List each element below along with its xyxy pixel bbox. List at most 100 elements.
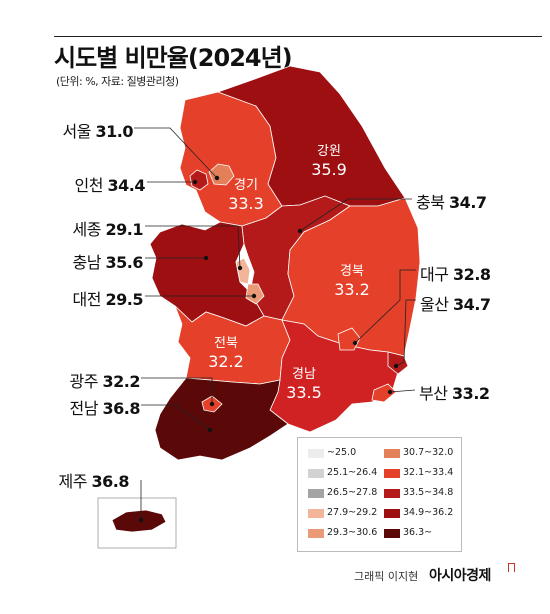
leader-ulsan xyxy=(395,299,416,367)
label-value-daegu: 32.8 xyxy=(453,265,491,284)
legend-swatch xyxy=(384,489,400,498)
label-value-jeonnam: 36.8 xyxy=(102,399,141,418)
label-value-busan: 33.2 xyxy=(452,384,490,403)
label-name-jeonnam: 전남 xyxy=(69,399,98,418)
leader-lines xyxy=(134,127,416,520)
leader-jeonnam xyxy=(141,404,211,431)
label-name-daegu: 대구 xyxy=(420,265,449,284)
dot-chungnam xyxy=(203,255,209,261)
leader-sejong xyxy=(145,225,241,269)
dot-jeju xyxy=(138,517,144,523)
dot-sejong xyxy=(237,265,243,271)
label-name-incheon: 인천 xyxy=(74,176,103,195)
label-name-sejong: 세종 xyxy=(72,220,101,239)
dot-jeonnam xyxy=(207,427,213,433)
dot-ulsan xyxy=(393,363,399,369)
callout-daejeon: 대전 29.5 xyxy=(72,286,143,310)
region-ulsan xyxy=(387,351,409,375)
label-value-seoul: 31.0 xyxy=(95,122,134,141)
prov-name-gyeongnam: 경남 xyxy=(292,367,316,382)
leader-busan xyxy=(389,389,416,393)
prov-name-gyeongbuk: 경북 xyxy=(340,264,364,279)
label-name-daejeon: 대전 xyxy=(72,290,101,309)
label-name-ulsan: 울산 xyxy=(420,295,449,314)
callout-jeju: 제주 36.8 xyxy=(58,468,129,492)
legend-swatch xyxy=(308,469,324,478)
region-jeju xyxy=(111,509,167,533)
callout-sejong: 세종 29.1 xyxy=(72,216,143,240)
dot-daejeon xyxy=(251,293,257,299)
legend-label: ~25.0 xyxy=(327,447,357,458)
legend-swatch xyxy=(308,489,324,498)
callout-ulsan: 울산 34.7 xyxy=(420,291,491,315)
prov-value-gyeonggi: 33.3 xyxy=(228,194,264,213)
graphic-credit: 그래픽 이지현 xyxy=(354,570,419,583)
label-name-busan: 부산 xyxy=(419,384,448,403)
callout-busan: 부산 33.2 xyxy=(419,380,490,404)
dot-daegu xyxy=(352,340,358,346)
region-jeonnam xyxy=(154,377,289,461)
legend-swatch xyxy=(384,509,400,518)
prov-label-gyeongbuk: 경북 33.2 xyxy=(320,264,384,300)
label-value-jeju: 36.8 xyxy=(91,472,130,491)
label-value-daejeon: 29.5 xyxy=(105,290,144,309)
region-busan xyxy=(371,383,397,403)
legend-swatch xyxy=(384,529,400,538)
legend-label: 26.5~27.8 xyxy=(327,487,378,498)
leader-dots xyxy=(138,175,399,523)
region-incheon xyxy=(189,169,209,191)
dot-seoul xyxy=(214,175,220,181)
prov-label-jeonbuk: 전북 32.2 xyxy=(194,336,258,372)
leader-seoul xyxy=(134,127,218,179)
region-seoul xyxy=(208,163,235,186)
label-name-seoul: 서울 xyxy=(62,122,91,141)
label-value-chungnam: 35.6 xyxy=(105,253,144,272)
title-rule xyxy=(54,36,542,37)
prov-label-gyeongnam: 경남 33.5 xyxy=(272,367,336,403)
callout-daegu: 대구 32.8 xyxy=(420,261,491,285)
label-name-chungnam: 충남 xyxy=(72,253,101,272)
callout-gwangju: 광주 32.2 xyxy=(69,368,140,392)
subtitle: (단위: %, 자료: 질병관리청) xyxy=(56,75,179,88)
prov-label-gangwon: 강원 35.9 xyxy=(297,144,361,180)
dot-incheon xyxy=(192,179,198,185)
prov-value-gyeongnam: 33.5 xyxy=(286,383,322,402)
leader-gwangju xyxy=(141,377,213,404)
label-value-chungbuk: 34.7 xyxy=(449,193,487,212)
prov-name-gyeonggi: 경기 xyxy=(234,178,258,193)
legend-label: 36.3~ xyxy=(403,527,433,538)
page-title: 시도별 비만율(2024년) xyxy=(54,44,293,72)
label-value-sejong: 29.1 xyxy=(105,220,144,239)
prov-label-gyeonggi: 경기 33.3 xyxy=(214,178,278,214)
legend-swatch xyxy=(308,509,324,518)
prov-value-gangwon: 35.9 xyxy=(311,160,347,179)
jeju-inset-box xyxy=(97,497,177,549)
leader-daegu xyxy=(354,269,416,344)
label-name-chungbuk: 충북 xyxy=(416,193,445,212)
legend-label: 25.1~26.4 xyxy=(327,467,378,478)
legend-label: 27.9~29.2 xyxy=(327,507,378,518)
callout-jeonnam: 전남 36.8 xyxy=(69,395,140,419)
prov-value-jeonbuk: 32.2 xyxy=(208,352,244,371)
dot-chungbuk xyxy=(297,228,303,234)
prov-name-gangwon: 강원 xyxy=(317,144,341,159)
legend-label: 34.9~36.2 xyxy=(403,507,454,518)
dot-busan xyxy=(387,389,393,395)
legend-label: 29.3~30.6 xyxy=(327,527,378,538)
label-name-jeju: 제주 xyxy=(58,472,87,491)
legend: ~25.0 25.1~26.4 26.5~27.8 27.9~29.2 29.3… xyxy=(297,437,462,552)
legend-label: 30.7~32.0 xyxy=(403,447,454,458)
label-value-ulsan: 34.7 xyxy=(453,295,491,314)
legend-swatch xyxy=(308,529,324,538)
prov-value-gyeongbuk: 33.2 xyxy=(334,280,370,299)
legend-label: 32.1~33.4 xyxy=(403,467,454,478)
label-value-gwangju: 32.2 xyxy=(102,372,141,391)
leader-chungbuk xyxy=(299,198,412,232)
legend-swatch xyxy=(384,449,400,458)
callout-incheon: 인천 34.4 xyxy=(74,172,145,196)
prov-name-jeonbuk: 전북 xyxy=(214,336,238,351)
brand-mark-icon xyxy=(508,563,515,572)
dot-gwangju xyxy=(209,401,215,407)
